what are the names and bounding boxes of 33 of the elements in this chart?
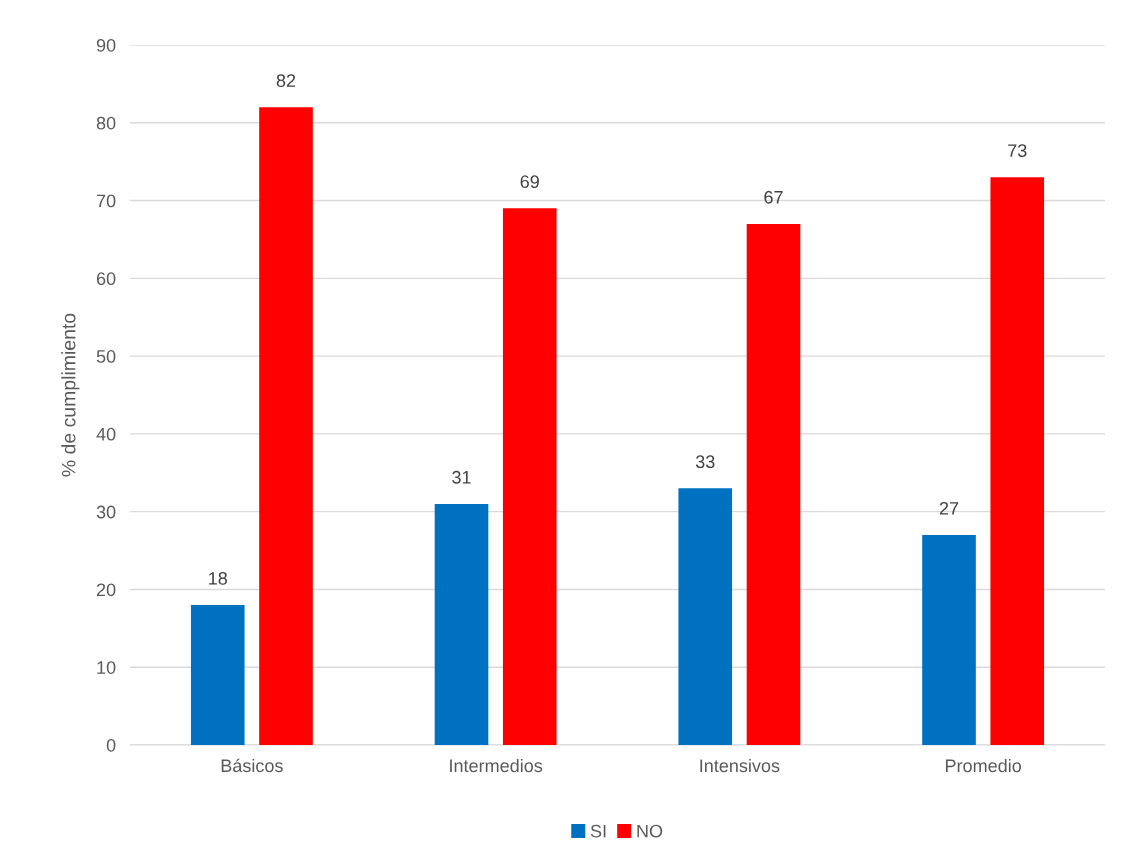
- bar: [746, 223, 801, 745]
- x-tick-label: Básicos: [221, 758, 283, 773]
- y-tick-label: 40: [96, 427, 116, 441]
- data-label: 33: [695, 455, 715, 469]
- y-tick-label: 20: [96, 583, 116, 597]
- bar: [502, 208, 557, 745]
- y-tick-label: 50: [96, 350, 116, 363]
- y-tick-label: 70: [96, 194, 116, 208]
- data-label: 67: [764, 190, 783, 204]
- y-axis-title: % de cumplimiento: [61, 313, 80, 477]
- bar: [259, 107, 313, 745]
- legend-label: SI: [590, 824, 606, 838]
- data-label: 69: [520, 175, 539, 189]
- bar: [990, 177, 1045, 745]
- data-label: 27: [939, 501, 959, 515]
- y-tick-label: 60: [96, 272, 116, 286]
- legend-label: NO: [637, 824, 663, 838]
- data-label: 18: [209, 571, 228, 585]
- data-label: 73: [1008, 144, 1027, 157]
- bar: [922, 535, 976, 745]
- y-tick-label: 80: [96, 116, 116, 130]
- y-tick-label: 90: [96, 38, 116, 52]
- x-tick-label: Intermedios: [450, 758, 543, 773]
- y-tick-label: 30: [96, 505, 116, 519]
- data-label: 82: [276, 74, 296, 87]
- x-tick-label: Intensivos: [700, 758, 780, 773]
- data-label: 31: [452, 470, 471, 484]
- y-tick-label: 10: [97, 661, 116, 674]
- y-tick-label: 0: [106, 738, 116, 752]
- bar: [434, 503, 489, 745]
- x-tick-label: Promedio: [945, 758, 1022, 773]
- bar: [678, 488, 733, 745]
- bar: [190, 605, 245, 745]
